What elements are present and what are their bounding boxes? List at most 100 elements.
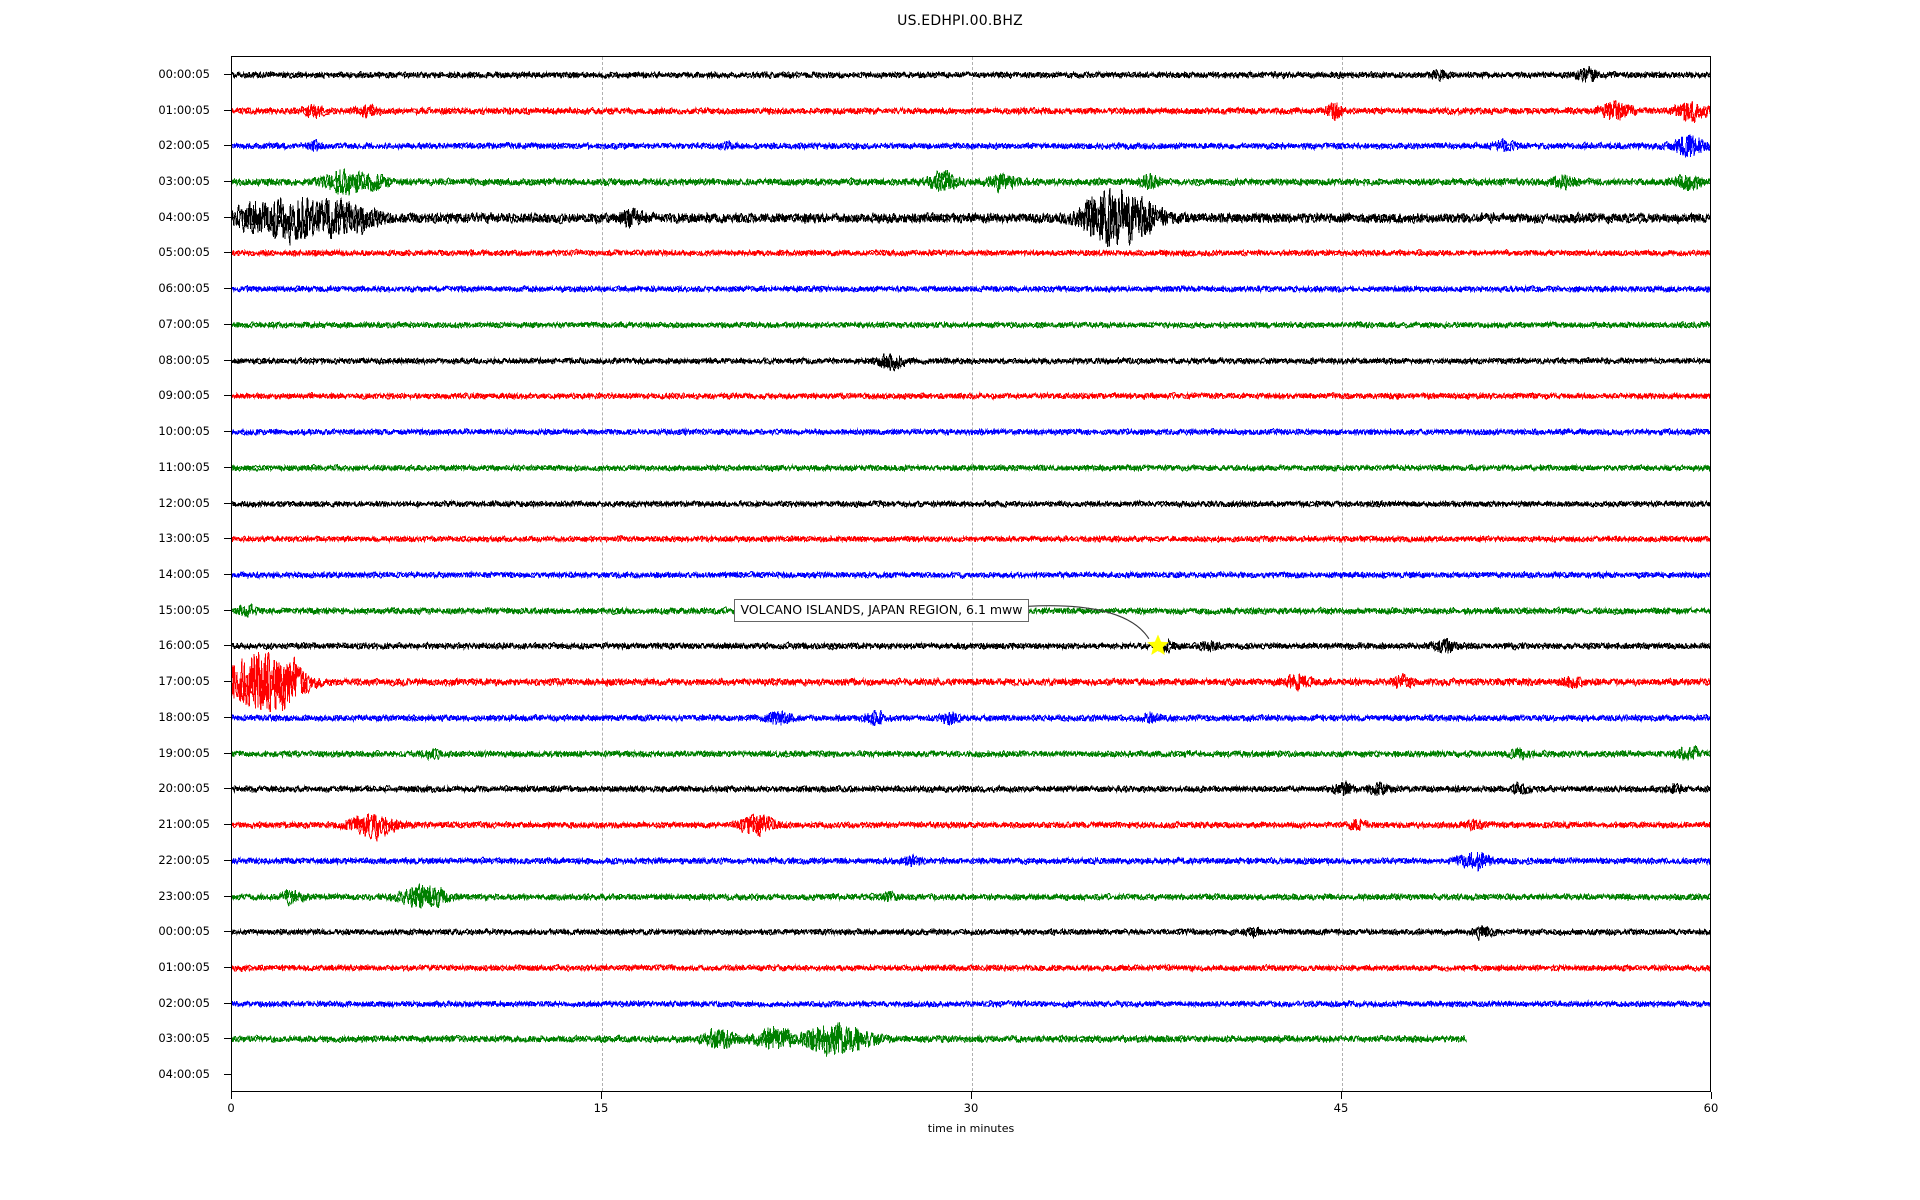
y-axis-tick [224,966,231,968]
trace-path-overlay [232,320,1710,330]
y-axis-label: 05:00:05 [158,245,210,260]
seismic-trace [232,509,1710,569]
y-axis-label: 17:00:05 [158,674,210,689]
x-axis-label: 0 [227,1101,235,1115]
trace-path [232,320,1710,329]
y-axis-label: 23:00:05 [158,888,210,903]
x-axis-tick [1711,1092,1712,1099]
trace-path-overlay [232,463,1710,473]
seismic-trace [232,295,1710,355]
seismic-trace [232,402,1710,462]
y-axis-tick [224,859,231,861]
trace-path-overlay [232,134,1710,158]
trace-path-overlay [232,498,1710,509]
seismic-trace [232,759,1710,819]
y-axis-tick [224,395,231,397]
seismic-trace [232,331,1710,391]
trace-path-overlay [232,638,1710,655]
event-annotation-label: VOLCANO ISLANDS, JAPAN REGION, 6.1 mww [734,599,1029,622]
seismic-trace [232,81,1710,141]
y-axis-label: 13:00:05 [158,531,210,546]
y-axis-label: 00:00:05 [158,66,210,81]
seismic-trace [232,974,1710,1034]
y-axis-tick [224,895,231,897]
seismic-trace [232,867,1710,927]
trace-path-overlay [232,100,1710,122]
y-axis-label: 06:00:05 [158,281,210,296]
y-axis-tick [224,824,231,826]
y-axis-label: 11:00:05 [158,459,210,474]
y-axis-label: 03:00:05 [158,1031,210,1046]
y-axis-label: 03:00:05 [158,174,210,189]
trace-path-overlay [232,652,1710,713]
page-title: US.EDHPI.00.BHZ [897,13,1023,29]
y-axis-tick [224,145,231,147]
trace-path-overlay [232,248,1710,259]
seismic-trace [232,795,1710,855]
y-axis-label: 22:00:05 [158,852,210,867]
trace-path-overlay [232,391,1710,401]
y-axis-tick [224,752,231,754]
y-axis-tick [224,788,231,790]
y-axis-tick [224,288,231,290]
y-axis-label: 02:00:05 [158,138,210,153]
y-axis-tick [224,1074,231,1076]
trace-path-overlay [232,999,1710,1009]
trace-path-overlay [232,534,1710,544]
x-axis-tick [1341,1092,1342,1099]
seismic-trace [232,187,1710,248]
y-axis-tick [224,609,231,611]
seismic-trace [232,438,1710,498]
seismic-trace [232,831,1710,891]
y-axis-tick [224,645,231,647]
seismic-trace [232,259,1710,319]
seismic-trace [232,223,1710,283]
y-axis-label: 01:00:05 [158,102,210,117]
y-axis-label: 04:00:05 [158,1067,210,1082]
y-axis-label: 08:00:05 [158,352,210,367]
y-axis-tick [224,323,231,325]
y-axis-label: 12:00:05 [158,495,210,510]
x-axis-tick [971,1092,972,1099]
trace-path-overlay [232,1023,1467,1055]
seismic-trace [232,688,1710,748]
trace-path-overlay [232,169,1710,196]
trace-path-overlay [232,746,1710,762]
y-axis-tick [224,431,231,433]
y-axis-tick [224,574,231,575]
seismic-trace [232,474,1710,534]
y-axis-label: 20:00:05 [158,781,210,796]
trace-path-overlay [232,782,1710,797]
trace-path-overlay [232,886,1710,909]
y-axis-label: 21:00:05 [158,817,210,832]
x-axis-tick [231,1092,232,1099]
trace-path-overlay [232,926,1710,939]
trace-path-overlay [232,427,1710,437]
plot-area [231,56,1711,1092]
y-axis-label: 14:00:05 [158,567,210,581]
y-axis-tick [224,716,231,718]
trace-path-overlay [232,813,1710,838]
y-axis-tick [224,216,231,218]
y-axis-tick [224,1002,231,1004]
trace-path-overlay [232,352,1710,369]
y-axis-tick [224,538,231,540]
seismic-trace [232,652,1710,713]
seismic-trace [232,938,1710,998]
y-axis-label: 18:00:05 [158,709,210,724]
seismic-trace [232,902,1710,962]
x-axis-label: 45 [1333,1101,1349,1115]
y-axis-tick [224,252,231,254]
y-axis-tick [224,931,231,933]
y-axis-label: 00:00:05 [158,924,210,939]
plot-inner [232,57,1710,1091]
y-axis-label: 19:00:05 [158,745,210,760]
y-axis-tick [224,502,231,504]
x-axis-title: time in minutes [927,1122,1015,1135]
y-axis-tick [224,181,231,183]
y-axis-tick [224,359,231,361]
seismic-trace [232,545,1710,605]
y-axis-label: 07:00:05 [158,316,210,331]
y-axis-label: 09:00:05 [158,388,210,403]
